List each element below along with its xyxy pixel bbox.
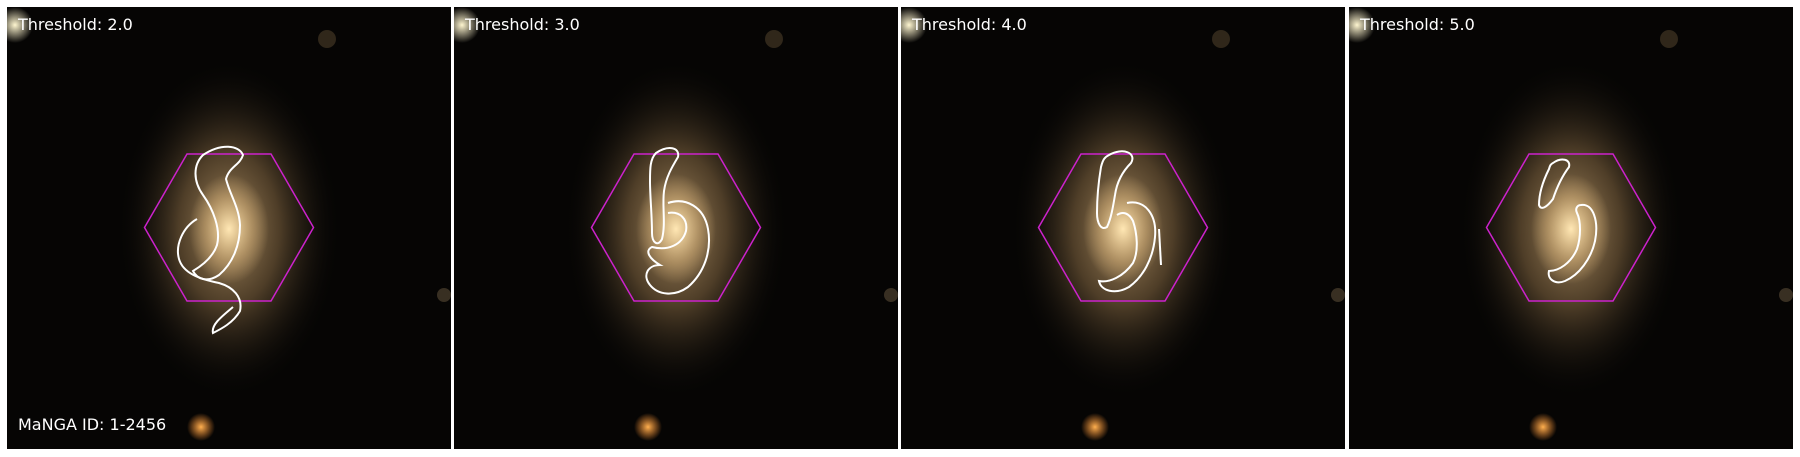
contour: [648, 147, 680, 245]
star: [1212, 30, 1230, 48]
galaxy-core: [189, 174, 269, 284]
contour: [177, 218, 242, 335]
contour: [1537, 158, 1571, 209]
star: [901, 7, 927, 43]
manga-id-label: MaNGA ID: 1-2456: [18, 415, 167, 434]
contour: [1158, 228, 1162, 266]
contour: [1095, 150, 1134, 229]
contour: [191, 145, 245, 281]
star: [1529, 413, 1557, 441]
galaxy-core: [1083, 174, 1163, 284]
panel-threshold-5: Threshold: 5.0: [1349, 7, 1793, 449]
threshold-label: Threshold: 4.0: [912, 15, 1027, 34]
star: [1660, 30, 1678, 48]
star: [1779, 288, 1793, 302]
threshold-label: Threshold: 5.0: [1360, 15, 1475, 34]
star: [1081, 413, 1109, 441]
star: [437, 288, 451, 302]
panel-threshold-3: Threshold: 3.0: [454, 7, 898, 449]
ifu-hexagon: [1485, 153, 1657, 302]
contour: [645, 200, 710, 295]
panel-threshold-2: Threshold: 2.0 MaNGA ID: 1-2456: [7, 7, 451, 449]
ifu-hexagon: [143, 153, 315, 302]
contour: [1547, 203, 1598, 284]
galaxy-image: [1349, 7, 1793, 441]
star: [1349, 7, 1375, 43]
star: [187, 413, 215, 441]
galaxy-image: [454, 7, 898, 441]
threshold-label: Threshold: 2.0: [18, 15, 133, 34]
star: [7, 7, 33, 43]
contour: [1097, 201, 1157, 293]
star: [884, 288, 898, 302]
galaxy-image: [901, 7, 1345, 441]
galaxy-core: [1531, 174, 1611, 284]
galaxy-core: [636, 174, 716, 284]
galaxy-image: [7, 7, 451, 441]
ifu-hexagon: [1037, 153, 1209, 302]
panel-threshold-4: Threshold: 4.0: [901, 7, 1345, 449]
star: [765, 30, 783, 48]
star: [1331, 288, 1345, 302]
star: [454, 7, 480, 43]
ifu-hexagon: [590, 153, 762, 302]
threshold-label: Threshold: 3.0: [465, 15, 580, 34]
star: [318, 30, 336, 48]
star: [634, 413, 662, 441]
